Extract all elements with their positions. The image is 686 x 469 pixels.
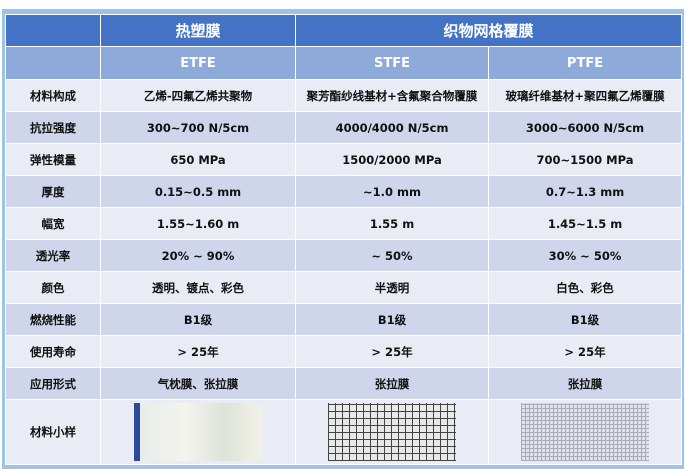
cell: 白色、彩色 [487,271,683,304]
type-stfe: STFE [295,46,489,80]
table-row: 厚度 0.15~0.5 mm ~1.0 mm 0.7~1.3 mm [5,175,683,208]
table-row: 幅宽 1.55~1.60 m 1.55 m 1.45~1.5 m [5,207,683,240]
cell: 650 MPa [100,143,296,176]
table-row: 材料构成 乙烯-四氟乙烯共聚物 聚芳酯纱线基材+含氟聚合物覆膜 玻璃纤维基材+聚四氟乙… [5,79,683,112]
row-label: 抗拉强度 [5,111,101,144]
sample-cell [295,399,489,465]
table-row: 燃烧性能 B1级 B1级 B1级 [5,303,683,336]
cell: 张拉膜 [487,367,683,400]
row-label: 燃烧性能 [5,303,101,336]
cell: 0.15~0.5 mm [100,175,296,208]
row-label: 弹性模量 [5,143,101,176]
cell: ~ 50% [295,239,489,272]
row-label: 幅宽 [5,207,101,240]
cell: 气枕膜、张拉膜 [100,367,296,400]
cell: 半透明 [295,271,489,304]
membrane-comparison-table: 热塑膜 织物网格覆膜 ETFE STFE PTFE 材料构成 乙烯-四氟乙烯共聚物 聚芳酯… [5,14,683,465]
row-label: 应用形式 [5,367,101,400]
header-row-groups: 热塑膜 织物网格覆膜 [5,14,683,47]
cell: B1级 [100,303,296,336]
stfe-sample-image [328,403,456,461]
table-row: 弹性模量 650 MPa 1500/2000 MPa 700~1500 MPa [5,143,683,176]
cell: 张拉膜 [295,367,489,400]
cell: 300~700 N/5cm [100,111,296,144]
row-label: 使用寿命 [5,335,101,368]
etfe-sample-image [134,403,262,461]
row-label: 材料小样 [5,399,101,465]
row-label: 透光率 [5,239,101,272]
row-label: 颜色 [5,271,101,304]
table-row: 透光率 20% ~ 90% ~ 50% 30% ~ 50% [5,239,683,272]
sample-cell [100,399,296,465]
type-ptfe: PTFE [487,46,683,80]
cell: 透明、镀点、彩色 [100,271,296,304]
group-fabric: 织物网格覆膜 [294,14,683,47]
cell: 20% ~ 90% [100,239,296,272]
corner-cell-2 [5,46,101,80]
table-row: 使用寿命 > 25年 > 25年 > 25年 [5,335,683,368]
cell: > 25年 [487,335,683,368]
cell: > 25年 [295,335,489,368]
sample-cell [487,399,683,465]
cell: 1500/2000 MPa [295,143,489,176]
table-row: 抗拉强度 300~700 N/5cm 4000/4000 N/5cm 3000~600… [5,111,683,144]
cell: 30% ~ 50% [487,239,683,272]
group-thermoplastic: 热塑膜 [100,14,296,47]
ptfe-sample-image [521,403,649,461]
cell: 聚芳酯纱线基材+含氟聚合物覆膜 [295,79,489,112]
cell: 1.45~1.5 m [487,207,683,240]
cell: 1.55 m [295,207,489,240]
row-label: 厚度 [5,175,101,208]
cell: B1级 [487,303,683,336]
table-row: 颜色 透明、镀点、彩色 半透明 白色、彩色 [5,271,683,304]
cell: 3000~6000 N/5cm [487,111,683,144]
cell: ~1.0 mm [295,175,489,208]
cell: B1级 [295,303,489,336]
row-label: 材料构成 [5,79,101,112]
cell: 4000/4000 N/5cm [295,111,489,144]
cell: 玻璃纤维基材+聚四氟乙烯覆膜 [487,79,683,112]
corner-cell [5,14,101,47]
cell: 0.7~1.3 mm [487,175,683,208]
header-row-types: ETFE STFE PTFE [5,46,683,80]
cell: 乙烯-四氟乙烯共聚物 [100,79,296,112]
cell: > 25年 [100,335,296,368]
cell: 1.55~1.60 m [100,207,296,240]
cell: 700~1500 MPa [487,143,683,176]
sample-row: 材料小样 [5,399,683,465]
type-etfe: ETFE [100,46,296,80]
table-row: 应用形式 气枕膜、张拉膜 张拉膜 张拉膜 [5,367,683,400]
